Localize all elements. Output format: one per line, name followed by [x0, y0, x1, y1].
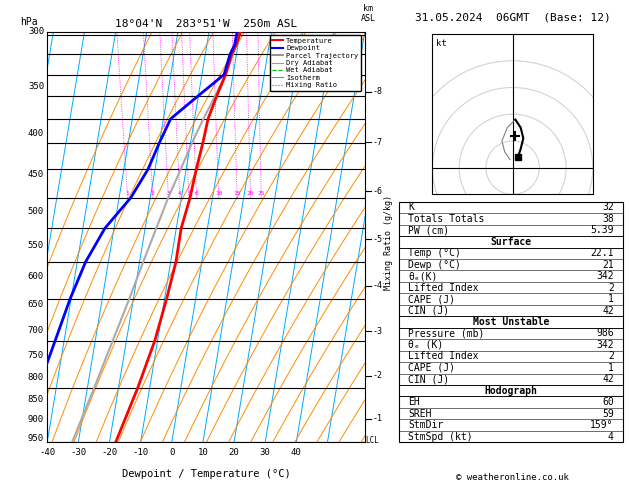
Text: 986: 986 — [596, 329, 614, 338]
Text: -10: -10 — [133, 448, 148, 457]
Text: 1: 1 — [126, 191, 130, 196]
Text: StmDir: StmDir — [408, 420, 443, 430]
Text: Temp (°C): Temp (°C) — [408, 248, 461, 258]
Text: Most Unstable: Most Unstable — [473, 317, 549, 327]
Text: Surface: Surface — [491, 237, 532, 247]
Text: 60: 60 — [602, 397, 614, 407]
Text: 25: 25 — [257, 191, 265, 196]
Text: 1: 1 — [608, 294, 614, 304]
Text: 850: 850 — [28, 395, 44, 404]
Text: 550: 550 — [28, 241, 44, 250]
Text: © weatheronline.co.uk: © weatheronline.co.uk — [456, 473, 569, 482]
Text: 42: 42 — [602, 374, 614, 384]
Text: 31.05.2024  06GMT  (Base: 12): 31.05.2024 06GMT (Base: 12) — [415, 12, 611, 22]
Text: kt: kt — [436, 39, 447, 48]
Text: 950: 950 — [28, 434, 44, 443]
Text: 2: 2 — [608, 282, 614, 293]
Text: LCL: LCL — [365, 436, 379, 445]
Text: 42: 42 — [602, 306, 614, 315]
Text: -20: -20 — [101, 448, 118, 457]
Text: PW (cm): PW (cm) — [408, 226, 450, 235]
Text: K: K — [408, 202, 415, 212]
Text: SREH: SREH — [408, 409, 432, 418]
Text: 20: 20 — [247, 191, 254, 196]
Text: 22.1: 22.1 — [590, 248, 614, 258]
Text: 20: 20 — [229, 448, 240, 457]
Text: 400: 400 — [28, 129, 44, 138]
Text: 4: 4 — [178, 191, 182, 196]
Title: 18°04'N  283°51'W  250m ASL: 18°04'N 283°51'W 250m ASL — [115, 19, 297, 30]
Text: Totals Totals: Totals Totals — [408, 214, 485, 224]
Text: Pressure (mb): Pressure (mb) — [408, 329, 485, 338]
Text: CAPE (J): CAPE (J) — [408, 294, 455, 304]
Text: 1: 1 — [608, 363, 614, 373]
Text: 15: 15 — [233, 191, 241, 196]
Text: θₑ (K): θₑ (K) — [408, 340, 443, 350]
Text: -40: -40 — [39, 448, 55, 457]
Text: -3: -3 — [372, 327, 382, 336]
Text: 10: 10 — [198, 448, 208, 457]
Text: 342: 342 — [596, 340, 614, 350]
Text: 2: 2 — [151, 191, 155, 196]
Text: 32: 32 — [602, 202, 614, 212]
Text: 59: 59 — [602, 409, 614, 418]
Text: Dewp (°C): Dewp (°C) — [408, 260, 461, 270]
Text: 5: 5 — [187, 191, 191, 196]
Text: 5.39: 5.39 — [590, 226, 614, 235]
Text: km
ASL: km ASL — [360, 4, 376, 23]
Text: 450: 450 — [28, 170, 44, 179]
Text: Lifted Index: Lifted Index — [408, 282, 479, 293]
Text: -5: -5 — [372, 235, 382, 243]
Text: -8: -8 — [372, 87, 382, 96]
Legend: Temperature, Dewpoint, Parcel Trajectory, Dry Adiabat, Wet Adiabat, Isotherm, Mi: Temperature, Dewpoint, Parcel Trajectory… — [270, 35, 361, 91]
Text: 750: 750 — [28, 350, 44, 360]
Text: 350: 350 — [28, 82, 44, 90]
Text: 159°: 159° — [590, 420, 614, 430]
Text: -4: -4 — [372, 281, 382, 290]
Text: CIN (J): CIN (J) — [408, 306, 450, 315]
Text: -7: -7 — [372, 138, 382, 147]
Text: 30: 30 — [260, 448, 270, 457]
Text: -30: -30 — [70, 448, 86, 457]
Text: -6: -6 — [372, 187, 382, 196]
Text: 342: 342 — [596, 271, 614, 281]
Text: 3: 3 — [167, 191, 170, 196]
Text: EH: EH — [408, 397, 420, 407]
Text: 38: 38 — [602, 214, 614, 224]
Text: 40: 40 — [291, 448, 302, 457]
Text: 10: 10 — [215, 191, 223, 196]
Text: 650: 650 — [28, 300, 44, 309]
Text: 900: 900 — [28, 415, 44, 424]
Text: CAPE (J): CAPE (J) — [408, 363, 455, 373]
Text: 300: 300 — [28, 27, 44, 36]
Text: Mixing Ratio (g/kg): Mixing Ratio (g/kg) — [384, 195, 392, 291]
Text: Dewpoint / Temperature (°C): Dewpoint / Temperature (°C) — [121, 469, 291, 479]
Text: -2: -2 — [372, 371, 382, 380]
Text: 21: 21 — [602, 260, 614, 270]
Text: -1: -1 — [372, 415, 382, 423]
Text: 700: 700 — [28, 326, 44, 335]
Text: Hodograph: Hodograph — [484, 386, 538, 396]
Text: 6: 6 — [195, 191, 199, 196]
Text: 600: 600 — [28, 272, 44, 281]
Text: θₑ(K): θₑ(K) — [408, 271, 438, 281]
Text: 2: 2 — [608, 351, 614, 362]
Text: CIN (J): CIN (J) — [408, 374, 450, 384]
Text: StmSpd (kt): StmSpd (kt) — [408, 432, 473, 442]
Text: 800: 800 — [28, 373, 44, 382]
Text: Lifted Index: Lifted Index — [408, 351, 479, 362]
Text: 500: 500 — [28, 208, 44, 216]
Text: hPa: hPa — [20, 17, 38, 28]
Text: 0: 0 — [169, 448, 174, 457]
Text: 4: 4 — [608, 432, 614, 442]
